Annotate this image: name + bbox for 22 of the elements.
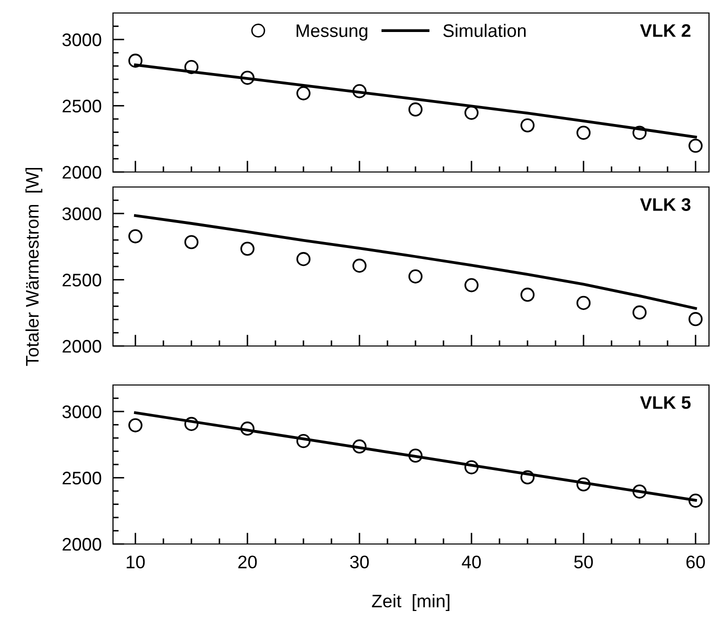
y-tick-label: 2000 (62, 538, 102, 551)
legend-label: Simulation (443, 24, 526, 38)
y-tick-label: 2500 (62, 274, 102, 286)
y-tick-label: 2500 (62, 472, 102, 484)
x-tick-label: 10 (126, 556, 145, 568)
y-tick-label: 3000 (62, 33, 102, 46)
y-tick-label: 3000 (62, 207, 102, 220)
y-tick-label: 2000 (62, 166, 102, 179)
annotation: VLK 2 (640, 24, 690, 37)
x-tick-label: 30 (350, 556, 369, 568)
y-axis-title: Totaler Wärmestrom [W] (25, 168, 42, 366)
annotation: VLK 5 (640, 396, 691, 409)
x-tick-label: 40 (462, 556, 481, 568)
legend-label: Messung (296, 24, 368, 41)
x-tick-label: 20 (238, 556, 257, 568)
x-axis-title: Zeit [min] (372, 594, 450, 611)
x-tick-label: 60 (686, 556, 705, 568)
y-tick-label: 3000 (62, 405, 102, 418)
annotation: VLK 3 (640, 198, 690, 211)
y-tick-label: 2500 (62, 100, 102, 112)
y-tick-label: 2000 (62, 340, 102, 353)
x-tick-label: 50 (574, 556, 593, 568)
